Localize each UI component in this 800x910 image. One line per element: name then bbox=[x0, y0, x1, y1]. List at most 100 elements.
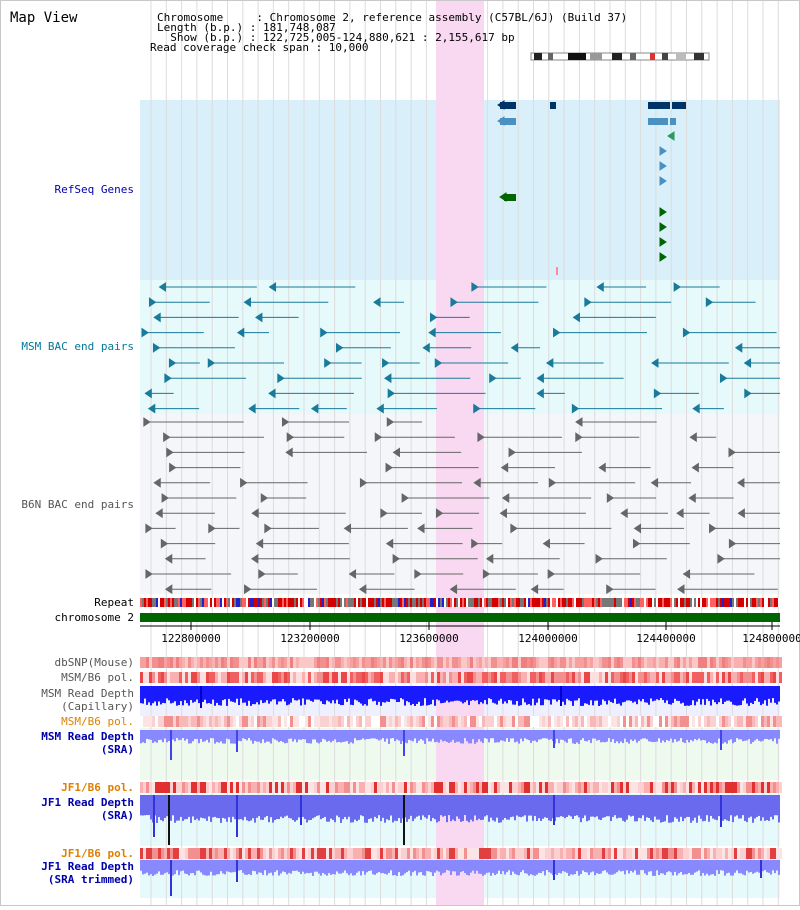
msm-pol2-cell bbox=[365, 716, 368, 727]
repeat-segment bbox=[546, 598, 548, 607]
jf1-pol2-cell bbox=[185, 848, 188, 859]
msm-sra-depth-bar bbox=[560, 730, 562, 740]
repeat-segment bbox=[252, 598, 254, 607]
jf1-pol2-cell bbox=[635, 848, 638, 859]
msm-pol2-cell bbox=[332, 716, 335, 727]
jf1-sra-depth-bar bbox=[392, 795, 394, 823]
jf1-pol-cell bbox=[455, 782, 458, 793]
msm-bac-end bbox=[596, 282, 604, 292]
dbsnp-cell bbox=[308, 657, 311, 668]
jf1-pol-cell bbox=[650, 782, 653, 793]
dbsnp-cell bbox=[743, 657, 746, 668]
jf1-sra-depth-bar bbox=[216, 795, 218, 818]
track-label-jf1-read-depth-trimmed[interactable]: JF1 Read Depth bbox=[41, 860, 134, 873]
jf1-pol2-cell bbox=[218, 848, 221, 859]
jf1-trimmed-depth-bar bbox=[772, 860, 774, 871]
jf1-trimmed-depth-bar bbox=[630, 860, 632, 871]
jf1-pol2-cell bbox=[230, 848, 233, 859]
jf1-pol-cell bbox=[641, 782, 644, 793]
track-label-msm-bac[interactable]: MSM BAC end pairs bbox=[21, 340, 134, 353]
msm-bac-end bbox=[450, 297, 458, 308]
jf1-sra-depth-bar bbox=[250, 795, 252, 821]
track-label-jf1-b6-pol[interactable]: JF1/B6 pol. bbox=[61, 781, 134, 794]
jf1-pol2-cell bbox=[623, 848, 626, 859]
jf1-pol2-cell bbox=[683, 848, 686, 859]
track-label-jf1-read-depth-sra[interactable]: JF1 Read Depth bbox=[41, 796, 134, 809]
track-label-msm-b6-pol-2[interactable]: MSM/B6 pol. bbox=[61, 715, 134, 728]
jf1-sra-depth-bar bbox=[388, 795, 390, 821]
msm-sra-depth-bar bbox=[420, 730, 422, 739]
track-label-b6n-bac[interactable]: B6N BAC end pairs bbox=[21, 498, 134, 511]
jf1-sra-depth-bar bbox=[302, 795, 304, 817]
capillary-depth-bar bbox=[238, 686, 240, 705]
jf1-sra-depth-bar bbox=[440, 795, 442, 816]
jf1-sra-depth-bar bbox=[384, 795, 386, 823]
track-label-msm-read-depth-capillary[interactable]: MSM Read Depth bbox=[41, 687, 134, 700]
jf1-sra-depth-bar bbox=[324, 795, 326, 817]
jf1-pol-cell bbox=[149, 782, 152, 793]
jf1-pol2-cell bbox=[158, 848, 161, 859]
capillary-depth-bar bbox=[668, 686, 670, 705]
track-label-jf1-b6-pol-2[interactable]: JF1/B6 pol. bbox=[61, 847, 134, 860]
msm-pol-cell bbox=[560, 672, 563, 683]
jf1-trimmed-depth-bar bbox=[564, 860, 566, 872]
dbsnp-cell bbox=[518, 657, 521, 668]
jf1-pol2-cell bbox=[749, 848, 752, 859]
jf1-pol-cell bbox=[473, 782, 476, 793]
jf1-trimmed-depth-bar bbox=[678, 860, 680, 874]
track-label-msm-read-depth-sra[interactable]: MSM Read Depth bbox=[41, 730, 134, 743]
repeat-segment bbox=[772, 598, 774, 607]
ideogram-band bbox=[568, 53, 586, 60]
msm-sra-depth-bar bbox=[768, 730, 770, 740]
jf1-pol-cell bbox=[248, 782, 251, 793]
chromosome-ideogram[interactable] bbox=[530, 52, 710, 61]
dbsnp-cell bbox=[674, 657, 677, 668]
repeat-segment bbox=[472, 598, 474, 607]
dbsnp-cell bbox=[557, 657, 560, 668]
msm-pol2-cell bbox=[389, 716, 392, 727]
track-label-msm-b6-pol[interactable]: MSM/B6 pol. bbox=[61, 671, 134, 684]
jf1-pol-cell bbox=[260, 782, 263, 793]
msm-sra-depth-bar bbox=[532, 730, 534, 741]
jf1-pol-cell bbox=[578, 782, 581, 793]
repeat-segment bbox=[188, 598, 190, 607]
b6n-bac-features bbox=[143, 417, 780, 595]
repeat-segment bbox=[620, 598, 622, 607]
repeat-segment bbox=[616, 598, 618, 607]
msm-pol-cell bbox=[611, 672, 614, 683]
msm-pol2-cell bbox=[353, 716, 356, 727]
dbsnp-cell bbox=[764, 657, 767, 668]
repeat-segment bbox=[454, 598, 456, 607]
jf1-sra-depth-bar bbox=[444, 795, 446, 816]
jf1-trimmed-depth-bar bbox=[206, 860, 208, 876]
track-label-dbsnp[interactable]: dbSNP(Mouse) bbox=[54, 656, 134, 669]
msm-pol-cell bbox=[722, 672, 725, 683]
msm-sra-depth-bar bbox=[460, 730, 462, 744]
jf1-pol-cell bbox=[392, 782, 395, 793]
msm-sra-depth-bar bbox=[384, 730, 386, 742]
msm-sra-depth-bar bbox=[656, 730, 658, 742]
jf1-trimmed-depth-bar bbox=[188, 860, 190, 876]
track-label-refseq[interactable]: RefSeq Genes bbox=[54, 183, 134, 196]
ideogram-band bbox=[534, 53, 542, 60]
dbsnp-cell bbox=[491, 657, 494, 668]
jf1-pol2-cell bbox=[638, 848, 641, 859]
msm-bac-end bbox=[141, 327, 149, 338]
jf1-pol-cell bbox=[302, 782, 305, 793]
jf1-trimmed-depth-bar bbox=[220, 860, 222, 872]
capillary-depth-bar bbox=[700, 686, 702, 705]
msm-pol2-cell bbox=[731, 716, 734, 727]
msm-sra-depth-bar bbox=[306, 730, 308, 744]
capillary-depth-bar bbox=[412, 686, 414, 704]
msm-sra-depth-bar bbox=[556, 730, 558, 739]
msm-pol-cell bbox=[530, 672, 533, 683]
repeat-segment bbox=[194, 598, 196, 607]
jf1-pol2-cell bbox=[200, 848, 203, 859]
jf1-trimmed-depth-bar bbox=[408, 860, 410, 871]
jf1-pol-cell bbox=[356, 782, 359, 793]
jf1-trimmed-depth-bar bbox=[724, 860, 726, 876]
jf1-trimmed-depth-bar bbox=[732, 860, 734, 876]
capillary-depth-bar bbox=[416, 686, 418, 704]
capillary-depth-bar bbox=[314, 686, 316, 700]
